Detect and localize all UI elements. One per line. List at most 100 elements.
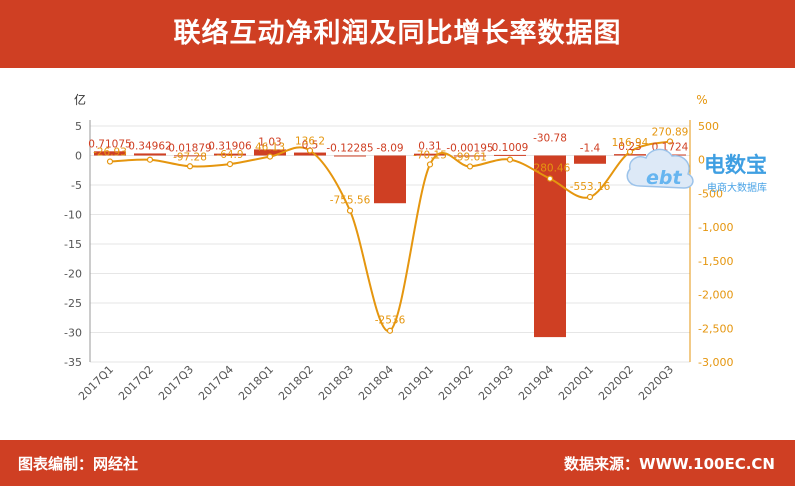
x-tick-label: 2020Q3 <box>636 363 676 403</box>
line-point <box>666 138 674 145</box>
x-tick-label: 2018Q3 <box>316 363 356 403</box>
line-point <box>386 327 394 334</box>
bar-value-label: 0.01879 <box>168 142 211 154</box>
x-tick-label: 2017Q2 <box>116 363 156 403</box>
line-value-label: 46.13 <box>255 142 285 154</box>
line-value-label: 116.94 <box>612 137 649 149</box>
line-value-label: -99.61 <box>453 151 487 163</box>
line-value-label: 136.2 <box>295 136 325 148</box>
y-right-tick-label: -2,500 <box>698 322 733 335</box>
y-left-tick-label: -15 <box>64 238 82 251</box>
y-right-tick-label: -1,500 <box>698 255 733 268</box>
x-tick-label: 2019Q4 <box>516 363 556 403</box>
line-point <box>186 163 194 170</box>
line-point <box>546 175 554 182</box>
line-point <box>106 158 114 165</box>
line-point <box>266 153 274 160</box>
line-value-label: 270.89 <box>652 126 689 138</box>
y-right-tick-label: -3,000 <box>698 356 733 369</box>
y-left-tick-label: -30 <box>64 327 82 340</box>
line-point <box>506 156 514 163</box>
bar-value-label: -0.00195 <box>446 143 493 155</box>
bar <box>94 151 126 156</box>
line-point <box>466 163 474 170</box>
line-value-label: -64.9 <box>216 149 243 161</box>
x-tick-label: 2020Q1 <box>556 363 596 403</box>
bar-value-label: 0.71075 <box>88 138 131 150</box>
line-value-label: -2536 <box>375 315 406 327</box>
bar-value-label: 0.31 <box>418 141 441 153</box>
bar <box>174 155 206 157</box>
y-left-tick-label: -35 <box>64 356 82 369</box>
line-point <box>346 207 354 214</box>
y-left-tick-label: -20 <box>64 268 82 281</box>
y-left-tick-label: -25 <box>64 297 82 310</box>
y-left-tick-label: 0 <box>75 150 82 163</box>
y-right-tick-label: -2,000 <box>698 289 733 302</box>
y-left-tick-label: -10 <box>64 209 82 222</box>
bar <box>374 155 406 204</box>
footer-credit: 图表编制：网经社 <box>18 455 139 473</box>
bar-value-label: 0.34962 <box>128 140 171 152</box>
y-right-tick-label: -1,000 <box>698 221 733 234</box>
bar-value-label: 1.03 <box>258 136 281 148</box>
bar-value-label: 0.1009 <box>492 142 529 154</box>
bar <box>334 155 366 157</box>
footer-source: 数据来源：WWW.100EC.CN <box>564 455 775 473</box>
cloud-icon <box>626 148 694 189</box>
x-tick-label: 2018Q2 <box>276 363 316 403</box>
x-tick-label: 2018Q1 <box>236 363 276 403</box>
y-right-tick-label: 500 <box>698 120 719 133</box>
chart: 5 0 -5 -10 -15 -20 -25 -30 -35 500 0 -500 -1,000 -1,5… <box>64 92 767 403</box>
y-left-unit: 亿 <box>74 92 86 107</box>
bar-value-label: 0.23 <box>618 141 641 153</box>
bar-value-label: -8.09 <box>376 143 403 155</box>
bar-value-label: -0.12285 <box>326 143 373 155</box>
line-value-label: -97.28 <box>173 151 207 163</box>
logo-text: 电数宝 <box>704 153 767 177</box>
x-tick-label: 2018Q4 <box>356 363 396 403</box>
line-point <box>146 156 154 163</box>
bar-value-label: -30.78 <box>533 133 567 145</box>
x-tick-label: 2017Q4 <box>196 363 236 403</box>
line-value-label: -26.93 <box>93 147 127 159</box>
y-left-tick-label: 5 <box>75 120 82 133</box>
x-tick-label: 2019Q3 <box>476 363 516 403</box>
line-value-label: -70.15 <box>413 149 447 161</box>
bar <box>294 152 326 156</box>
bar <box>534 155 566 338</box>
bar <box>414 153 446 156</box>
line-point <box>306 147 314 154</box>
y-left-tick-label: -5 <box>71 179 82 192</box>
bar <box>494 154 526 156</box>
x-tick-label: 2020Q2 <box>596 363 636 403</box>
line-point <box>426 161 434 168</box>
line-value-label: -553.16 <box>570 181 611 193</box>
bar <box>574 155 606 164</box>
line-point <box>226 160 234 168</box>
bar-value-label: 0.31906 <box>208 141 252 153</box>
logo-subtext: 电商大数据库 <box>707 181 767 194</box>
y-right-unit: % <box>696 93 707 107</box>
y-right-tick-label: 0 <box>698 154 705 167</box>
bar-value-label: 0.5 <box>302 140 319 152</box>
bar <box>254 149 286 156</box>
line-point <box>586 193 594 201</box>
logo: ebt 电数宝 电商大数据库 <box>626 148 767 194</box>
x-tick-label: 2019Q1 <box>396 363 436 403</box>
x-tick-label: 2019Q2 <box>436 363 476 403</box>
line-point <box>626 148 634 155</box>
bar <box>214 153 246 156</box>
bar <box>454 155 486 157</box>
page-title: 联络互动净利润及同比增长率数据图 <box>173 18 622 49</box>
header-bar: 联络互动净利润及同比增长率数据图 <box>0 0 795 68</box>
line-value-label: -755.56 <box>330 195 371 207</box>
footer-bar: 图表编制：网经社 数据来源：WWW.100EC.CN <box>0 440 795 486</box>
line-value-label: -280.46 <box>530 163 571 175</box>
x-tick-label: 2017Q1 <box>76 363 116 403</box>
bar-value-label: -1.4 <box>580 143 601 155</box>
bar <box>134 153 166 156</box>
logo-badge: ebt <box>646 167 682 189</box>
x-tick-label: 2017Q3 <box>156 363 196 403</box>
y-right-tick-label: -500 <box>698 187 723 200</box>
